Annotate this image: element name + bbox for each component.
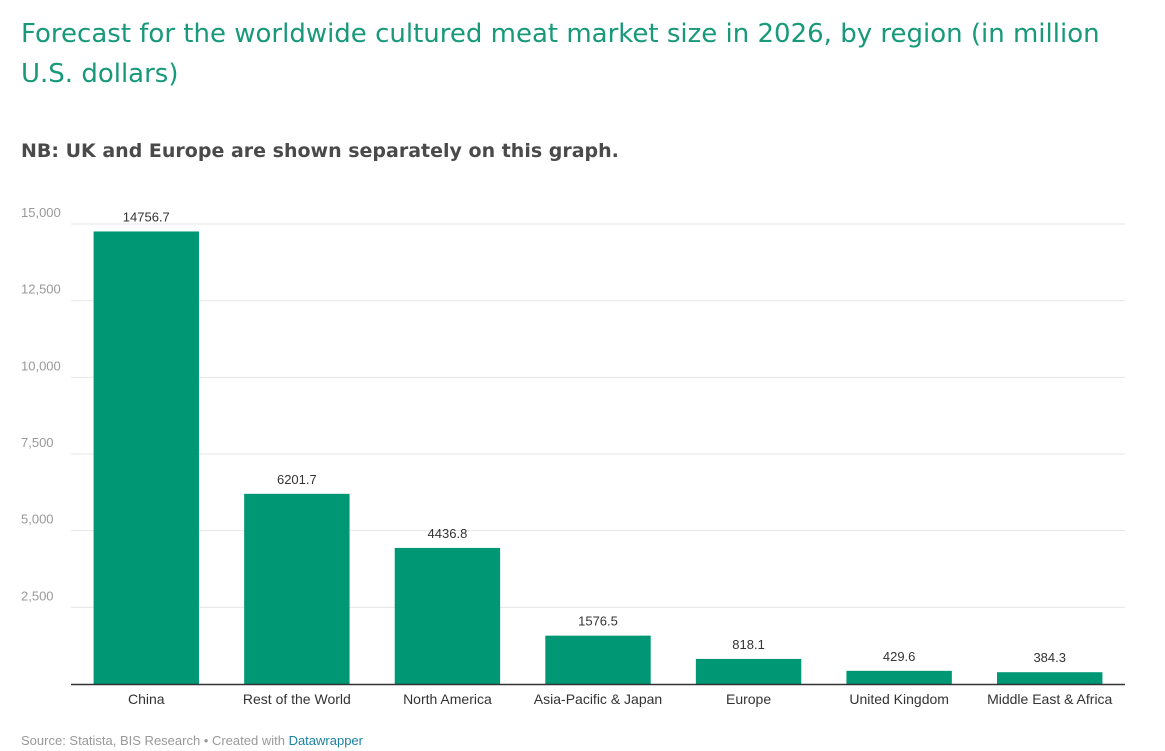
gridlines: 2,500 5,000 7,500 10,000 12,500 15,000 <box>21 205 1125 608</box>
datawrapper-link[interactable]: Datawrapper <box>288 733 363 748</box>
bar-value-label: 384.3 <box>1033 650 1066 665</box>
chart-subtitle: NB: UK and Europe are shown separately o… <box>21 140 619 162</box>
category-label: North America <box>403 691 492 707</box>
bar <box>997 672 1103 684</box>
category-label: United Kingdom <box>849 691 949 707</box>
value-labels: 14756.7 6201.7 4436.8 1576.5 818.1 429.6 384.3 <box>123 209 1066 665</box>
bar <box>695 658 802 684</box>
y-tick-label: 15,000 <box>21 205 61 220</box>
bar-value-label: 818.1 <box>732 637 765 652</box>
bar-value-label: 429.6 <box>883 649 916 664</box>
bar-chart: 2,500 5,000 7,500 10,000 12,500 15,000 14756.… <box>21 205 1125 707</box>
y-tick-label: 10,000 <box>21 358 61 373</box>
bar <box>394 547 501 684</box>
bar <box>846 670 952 684</box>
bar <box>244 493 350 684</box>
y-tick-label: 7,500 <box>21 435 54 450</box>
category-label: Middle East & Africa <box>987 691 1112 707</box>
category-label: Rest of the World <box>243 691 351 707</box>
category-labels: China Rest of the World North America Asia-… <box>128 691 1113 707</box>
source-text: Source: Statista, BIS Research • Created… <box>21 733 289 748</box>
y-tick-label: 5,000 <box>21 512 54 527</box>
category-label: Europe <box>726 691 771 707</box>
bars <box>93 231 1103 685</box>
bar-value-label: 4436.8 <box>428 526 468 541</box>
y-tick-label: 12,500 <box>21 282 61 297</box>
category-label: China <box>128 691 165 707</box>
footer: Source: Statista, BIS Research • Created… <box>21 733 363 748</box>
chart-title: Forecast for the worldwide cultured meat… <box>21 19 1100 89</box>
category-label: Asia-Pacific & Japan <box>534 691 662 707</box>
bar-value-label: 14756.7 <box>123 209 170 224</box>
bar-value-label: 6201.7 <box>277 472 317 487</box>
bar <box>545 635 651 684</box>
y-tick-label: 2,500 <box>21 588 54 603</box>
bar-value-label: 1576.5 <box>578 614 618 629</box>
bar <box>93 231 199 685</box>
